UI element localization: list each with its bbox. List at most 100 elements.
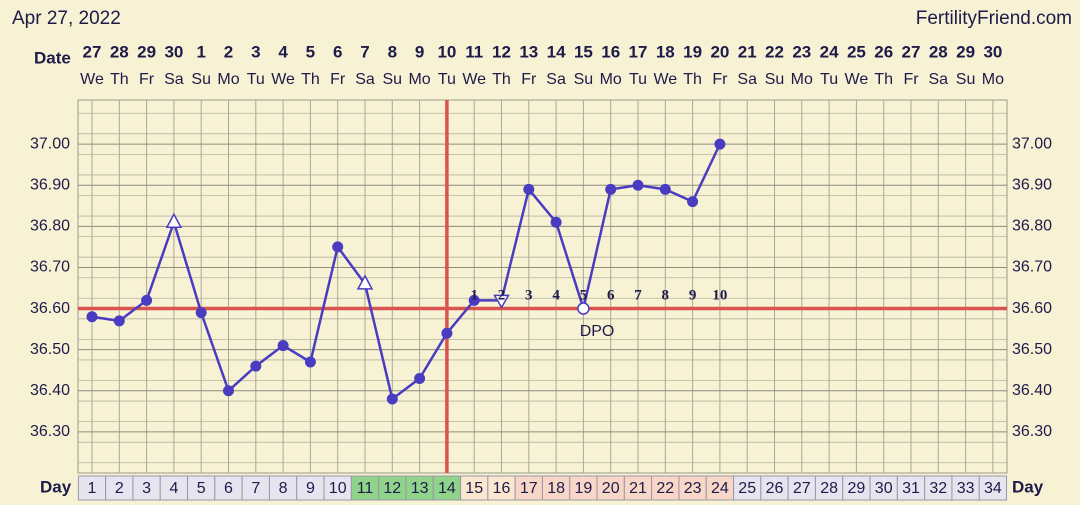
y-tick-label: 36.30: [30, 423, 70, 440]
y-tick-label: 36.50: [30, 341, 70, 358]
weekday-label: Th: [110, 71, 129, 88]
dpo-number: 6: [607, 287, 615, 303]
date-label: 28: [110, 42, 129, 61]
date-label: 2: [224, 42, 233, 61]
weekday-label: We: [80, 71, 104, 88]
weekday-label: Fr: [903, 71, 919, 88]
marker: [605, 183, 617, 195]
marker: [414, 372, 426, 384]
marker: [86, 311, 98, 323]
x-tick-label: 14: [438, 480, 456, 497]
x-tick-label: 26: [766, 480, 784, 497]
x-tick-label: 19: [575, 480, 593, 497]
x-tick-label: 27: [793, 480, 811, 497]
weekday-label: Th: [301, 71, 320, 88]
y-tick-label: 37.00: [1012, 135, 1052, 152]
day-cell: [678, 475, 707, 501]
y-tick-label: 37.00: [30, 135, 70, 152]
dpo-number: 8: [662, 287, 670, 303]
weekday-label: Sa: [929, 71, 949, 88]
date-label: 8: [388, 42, 397, 61]
day-cell: [296, 475, 325, 501]
weekday-label: Su: [191, 71, 211, 88]
x-tick-label: 10: [329, 480, 347, 497]
date-label: 11: [465, 42, 483, 61]
date-label: 30: [164, 42, 183, 61]
day-cell: [350, 475, 380, 501]
x-tick-label: 20: [602, 480, 620, 497]
x-tick-label: 3: [142, 480, 151, 497]
marker: [165, 212, 183, 228]
y-tick-label: 36.60: [1012, 300, 1052, 317]
date-label: 14: [547, 42, 566, 61]
date-label: 18: [656, 42, 675, 61]
marker: [550, 216, 562, 228]
marker: [468, 294, 480, 306]
date-label: 30: [983, 42, 1002, 61]
weekday-label: Mo: [217, 71, 239, 88]
dpo-number: 5: [580, 287, 588, 303]
dpo-number: 1: [470, 287, 478, 303]
marker: [223, 385, 234, 397]
date-label: 19: [683, 42, 702, 61]
x-tick-label: 25: [738, 480, 756, 497]
day-cell: [842, 475, 871, 501]
date-label: 20: [710, 42, 729, 61]
x-tick-label: 7: [251, 480, 260, 497]
weekday-label: Mo: [600, 71, 622, 88]
day-cell: [241, 475, 270, 501]
marker: [113, 315, 125, 327]
marker: [250, 360, 262, 372]
weekday-label: Fr: [139, 71, 155, 88]
x-tick-label: 30: [875, 480, 893, 497]
weekday-label: We: [653, 71, 677, 88]
date-label: 13: [519, 42, 538, 61]
dpo-number: 4: [552, 287, 560, 303]
x-tick-label: 16: [493, 480, 511, 497]
dpo-number: 9: [689, 287, 697, 303]
weekday-label: Fr: [521, 71, 537, 88]
dpo-number: 3: [525, 287, 533, 303]
x-tick-label: 13: [411, 480, 429, 497]
date-label: 21: [738, 42, 757, 61]
x-tick-label: 34: [984, 480, 1002, 497]
day-cell: [105, 475, 134, 501]
x-tick-label: 33: [957, 480, 975, 497]
day-cell: [77, 475, 107, 501]
x-tick-label: 32: [929, 480, 947, 497]
source: FertilityFriend.com: [916, 8, 1072, 29]
date-label: 22: [765, 42, 784, 61]
day-cell: [924, 475, 953, 501]
y-tick-label: 36.30: [1012, 423, 1052, 440]
marker: [441, 327, 453, 339]
date-label: 5: [306, 42, 315, 61]
dpo-label: DPO: [580, 323, 615, 340]
weekday-label: We: [462, 71, 486, 88]
x-tick-label: 1: [88, 480, 97, 497]
plot-area: [77, 99, 1008, 474]
chart-title: Apr 27, 2022: [12, 8, 121, 29]
day-cell: [596, 475, 625, 501]
date-label: 28: [929, 42, 948, 61]
day-cell: [569, 475, 598, 501]
day-cell: [460, 475, 489, 501]
day-cell: [132, 475, 161, 501]
x-tick-label: 4: [169, 480, 178, 497]
x-tick-label: 21: [629, 480, 647, 497]
date-label: 25: [847, 42, 866, 61]
x-tick-label: 11: [357, 480, 374, 497]
weekday-label: Sa: [737, 71, 757, 88]
date-label: 26: [874, 42, 893, 61]
weekday-label: Tu: [247, 71, 265, 88]
day-cell: [651, 475, 680, 501]
weekday-label: Mo: [982, 71, 1004, 88]
y-tick-label: 36.50: [1012, 341, 1052, 358]
day-cell: [896, 475, 926, 501]
y-tick-label: 36.70: [30, 259, 70, 276]
weekday-label: Tu: [820, 71, 838, 88]
y-tick-label: 36.40: [1012, 382, 1052, 399]
weekday-label: Tu: [629, 71, 647, 88]
date-label: 10: [437, 42, 456, 61]
date-label: 7: [360, 42, 369, 61]
date-label: 24: [820, 42, 839, 61]
